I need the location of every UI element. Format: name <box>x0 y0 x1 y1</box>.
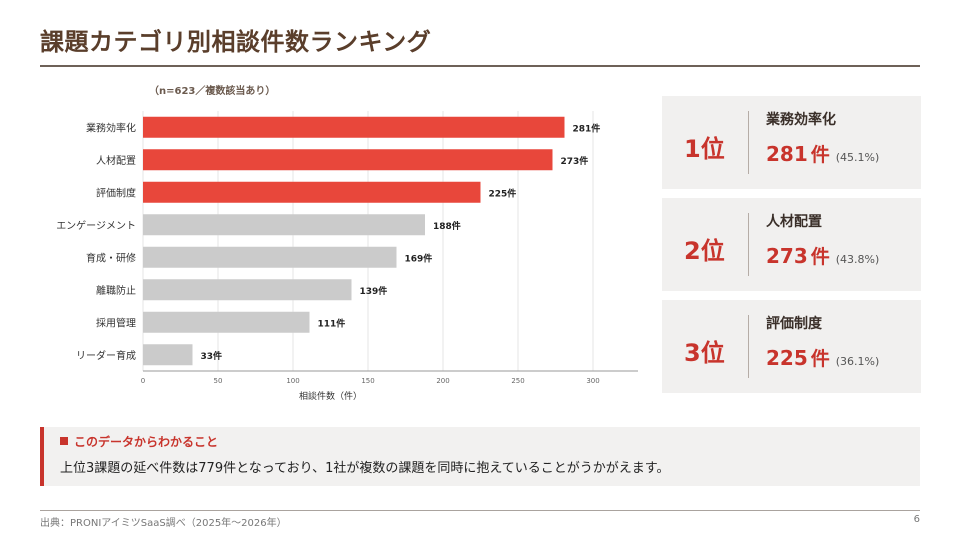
data-label: 188件 <box>433 220 461 232</box>
title-divider <box>40 65 920 67</box>
data-label: 139件 <box>360 285 388 297</box>
rank-separator <box>748 213 749 276</box>
rank-count-unit: 件 <box>810 144 830 166</box>
ranking-card-3: 3位 評価制度 225 件 (36.1%) <box>662 300 921 393</box>
bar-chart: （n=623／複数該当あり） 0 50 100 150 200 250 300 業務効率化 28… <box>40 78 650 413</box>
x-tick-label: 300 <box>586 377 599 385</box>
category-label: 採用管理 <box>96 316 136 329</box>
rank-percent: (36.1%) <box>835 355 880 368</box>
x-axis-title: 相談件数（件） <box>299 390 362 402</box>
rank-count-value: 281 <box>766 142 808 166</box>
insight-heading-text: このデータからわかること <box>74 435 219 449</box>
rank-percent: (43.8%) <box>835 253 880 266</box>
rank-separator <box>748 111 749 174</box>
bar <box>143 279 352 301</box>
page-title: 課題カテゴリ別相談件数ランキング <box>40 28 432 56</box>
rank-percent: (45.1%) <box>835 151 880 164</box>
rank-count-value: 273 <box>766 244 808 268</box>
source-note: 出典：PRONIアイミツSaaS調べ（2025年〜2026年） <box>40 518 287 529</box>
insight-heading: このデータからわかること <box>60 433 218 450</box>
bar <box>143 181 481 203</box>
rank-count: 281 件 (45.1%) <box>766 140 879 167</box>
x-tick-label: 100 <box>286 377 299 385</box>
rank-count-value: 225 <box>766 346 808 370</box>
footer-divider <box>40 510 920 511</box>
x-tick-label: 150 <box>361 377 374 385</box>
rank-separator <box>748 315 749 378</box>
rank-count-unit: 件 <box>810 348 830 370</box>
data-label: 33件 <box>201 350 223 362</box>
bar <box>143 246 397 268</box>
rank-number: 2位 <box>684 237 725 265</box>
ranking-card-2: 2位 人材配置 273 件 (43.8%) <box>662 198 921 291</box>
rank-count: 225 件 (36.1%) <box>766 344 879 371</box>
bar <box>143 116 565 138</box>
bar <box>143 149 553 171</box>
category-label: 離職防止 <box>96 284 136 297</box>
rank-number: 1位 <box>684 135 725 163</box>
bar <box>143 214 425 236</box>
rank-count-unit: 件 <box>810 246 830 268</box>
x-tick-label: 250 <box>511 377 524 385</box>
rank-count: 273 件 (43.8%) <box>766 242 879 269</box>
chart-note: （n=623／複数該当あり） <box>149 86 276 97</box>
rank-label: 評価制度 <box>766 316 822 332</box>
insight-box: このデータからわかること 上位3課題の延べ件数は779件となっており、1社が複数… <box>40 427 920 486</box>
category-label: 人材配置 <box>96 154 136 167</box>
data-label: 225件 <box>489 187 517 199</box>
rank-label: 人材配置 <box>766 214 822 230</box>
x-tick-label: 200 <box>436 377 449 385</box>
data-label: 111件 <box>318 317 346 329</box>
page-number: 6 <box>913 514 920 525</box>
x-tick-label: 50 <box>214 377 223 385</box>
insight-text: 上位3課題の延べ件数は779件となっており、1社が複数の課題を同時に抱えているこ… <box>60 461 670 476</box>
x-tick-label: 0 <box>141 377 145 385</box>
data-label: 273件 <box>561 155 589 167</box>
category-label: 評価制度 <box>96 186 136 199</box>
category-label: エンゲージメント <box>56 220 136 232</box>
ranking-card-1: 1位 業務効率化 281 件 (45.1%) <box>662 96 921 189</box>
square-bullet-icon <box>60 437 68 445</box>
category-label: 育成・研修 <box>86 251 136 264</box>
bar <box>143 311 310 333</box>
category-label: 業務効率化 <box>86 121 136 134</box>
data-label: 169件 <box>405 252 433 264</box>
category-label: リーダー育成 <box>76 349 136 362</box>
data-label: 281件 <box>573 122 601 134</box>
rank-number: 3位 <box>684 339 725 367</box>
bar <box>143 344 193 366</box>
rank-label: 業務効率化 <box>766 112 836 128</box>
